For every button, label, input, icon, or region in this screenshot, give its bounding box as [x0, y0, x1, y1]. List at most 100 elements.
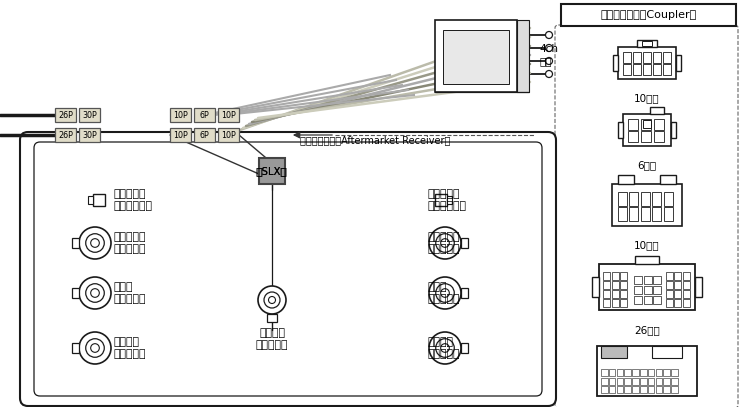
- Bar: [648, 386, 654, 393]
- Bar: [628, 131, 638, 142]
- FancyBboxPatch shape: [20, 132, 556, 406]
- Bar: [620, 299, 627, 307]
- Circle shape: [436, 339, 454, 357]
- Bar: [603, 290, 610, 298]
- Circle shape: [91, 239, 99, 247]
- Text: 30P: 30P: [82, 131, 97, 140]
- Text: 10ピン: 10ピン: [634, 93, 660, 103]
- Bar: [653, 52, 661, 63]
- Bar: [652, 346, 682, 358]
- Bar: [664, 192, 673, 206]
- Circle shape: [79, 332, 111, 364]
- Bar: [640, 369, 647, 376]
- Bar: [640, 386, 647, 393]
- Circle shape: [79, 227, 111, 259]
- Bar: [613, 55, 618, 71]
- Bar: [620, 281, 627, 289]
- Bar: [644, 276, 651, 284]
- Bar: [674, 281, 681, 289]
- Bar: [648, 378, 654, 385]
- Circle shape: [269, 297, 275, 304]
- Bar: [641, 131, 651, 142]
- Bar: [632, 369, 639, 376]
- Bar: [628, 119, 638, 130]
- Circle shape: [258, 286, 286, 314]
- Bar: [643, 52, 651, 63]
- Bar: [633, 52, 641, 63]
- Bar: [620, 290, 627, 298]
- Bar: [652, 192, 662, 206]
- Bar: [601, 369, 608, 376]
- Bar: [93, 194, 105, 206]
- Bar: [611, 281, 619, 289]
- Bar: [616, 369, 623, 376]
- Bar: [650, 107, 664, 114]
- Bar: [656, 378, 662, 385]
- Circle shape: [441, 289, 449, 298]
- Bar: [55, 128, 76, 142]
- Bar: [660, 175, 676, 184]
- Bar: [637, 40, 657, 47]
- Bar: [88, 196, 93, 204]
- Bar: [609, 386, 615, 393]
- Bar: [648, 369, 654, 376]
- Bar: [435, 194, 447, 206]
- Bar: [218, 128, 239, 142]
- Circle shape: [264, 292, 280, 308]
- Text: 左ルーフ
スピーカー: 左ルーフ スピーカー: [113, 337, 146, 359]
- Bar: [592, 277, 599, 297]
- Bar: [461, 238, 468, 248]
- Bar: [665, 299, 673, 307]
- Text: ＜SLX＞: ＜SLX＞: [257, 166, 287, 176]
- Text: 6P: 6P: [200, 131, 209, 140]
- Bar: [664, 207, 673, 221]
- Bar: [259, 158, 285, 184]
- Bar: [447, 196, 452, 204]
- Bar: [652, 207, 662, 221]
- Text: 26P: 26P: [58, 131, 73, 140]
- Circle shape: [86, 339, 104, 357]
- Circle shape: [86, 234, 104, 252]
- Bar: [674, 272, 681, 280]
- Bar: [632, 378, 639, 385]
- Bar: [665, 290, 673, 298]
- Bar: [695, 277, 702, 297]
- Bar: [665, 272, 673, 280]
- Text: ＜SLX＞: ＜SLX＞: [256, 166, 288, 176]
- Circle shape: [436, 284, 454, 302]
- Circle shape: [429, 227, 461, 259]
- Text: 26ピン: 26ピン: [634, 325, 660, 335]
- Bar: [653, 64, 661, 75]
- Bar: [72, 343, 79, 353]
- Bar: [663, 369, 670, 376]
- Bar: [601, 346, 627, 358]
- Bar: [611, 272, 619, 280]
- Bar: [611, 290, 619, 298]
- Bar: [682, 281, 690, 289]
- Bar: [623, 64, 631, 75]
- Bar: [641, 119, 651, 130]
- Text: センター
スピーカー: センター スピーカー: [256, 328, 289, 350]
- Bar: [79, 128, 100, 142]
- Bar: [663, 64, 671, 75]
- Text: 26P: 26P: [58, 110, 73, 120]
- Bar: [640, 378, 647, 385]
- Text: 左フロント
トゥイーター: 左フロント トゥイーター: [113, 189, 152, 211]
- Bar: [625, 378, 631, 385]
- Bar: [634, 276, 642, 284]
- Bar: [656, 369, 662, 376]
- Bar: [663, 52, 671, 63]
- Bar: [654, 131, 664, 142]
- Bar: [618, 207, 627, 221]
- Text: ＜新デッキ＞（Aftermarket Receiver）: ＜新デッキ＞（Aftermarket Receiver）: [300, 135, 451, 145]
- Circle shape: [436, 234, 454, 252]
- Bar: [630, 192, 639, 206]
- Circle shape: [95, 195, 104, 204]
- Bar: [682, 299, 690, 307]
- Bar: [653, 286, 661, 294]
- Bar: [461, 288, 468, 298]
- Circle shape: [545, 31, 553, 39]
- Text: 右フロント
スピーカー: 右フロント スピーカー: [427, 232, 460, 254]
- Bar: [643, 120, 651, 128]
- Bar: [194, 108, 215, 122]
